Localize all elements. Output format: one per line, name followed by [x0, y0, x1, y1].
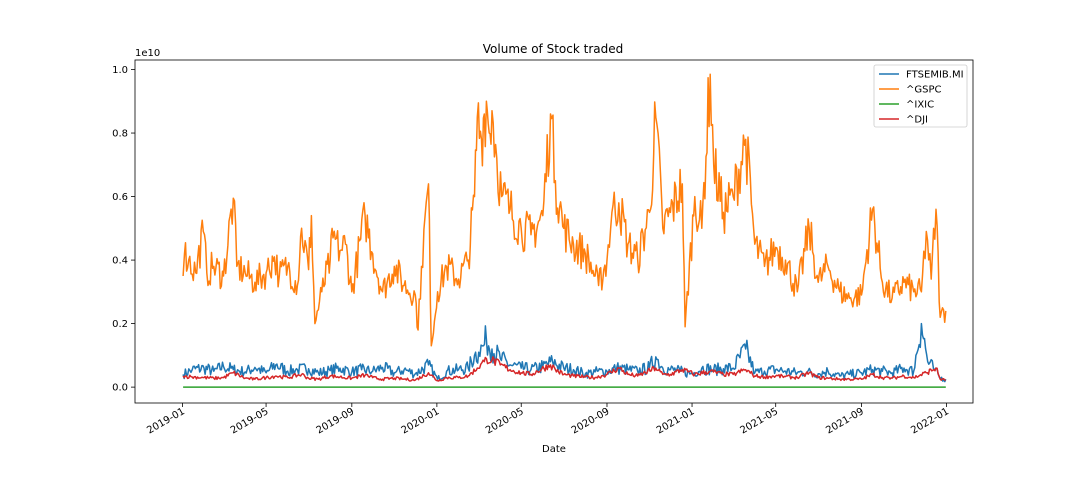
x-tick-label: 2021-05 [739, 406, 781, 436]
series-line-gspc [182, 73, 947, 347]
x-axis-title: Date [542, 444, 566, 455]
y-tick-label: 0.2 [112, 319, 128, 330]
legend-label: ^IXIC [906, 100, 934, 111]
x-tick-label: 2019-09 [315, 406, 357, 436]
x-tick-label: 2020-09 [570, 406, 612, 436]
x-tick-label: 2019-01 [145, 406, 187, 436]
x-axis: 2019-01 2019-05 2019-09 2020-01 2020-05 2020-… [145, 403, 951, 436]
x-tick-label: 2021-09 [824, 406, 866, 436]
plot-frame [134, 59, 974, 404]
x-tick-label: 2022-01 [909, 406, 951, 436]
x-tick-label: 2020-01 [400, 406, 442, 436]
x-tick-label: 2019-05 [229, 406, 271, 436]
series-line-dji [182, 356, 946, 382]
series-line-ftsemibmi [182, 322, 947, 383]
legend-label: FTSEMIB.MI [906, 70, 964, 81]
legend-label: ^DJI [906, 115, 928, 126]
y-offset-label: 1e10 [135, 48, 160, 59]
legend-box [873, 64, 968, 128]
plot-lines [182, 73, 947, 388]
chart-title: Volume of Stock traded [483, 42, 623, 56]
y-tick-label: 0.0 [112, 383, 128, 394]
y-axis: 0.0 0.2 0.4 0.6 0.8 1.0 [112, 65, 135, 394]
y-tick-label: 0.4 [112, 256, 128, 267]
x-tick-label: 2020-05 [484, 406, 526, 436]
y-tick-label: 1.0 [112, 65, 128, 76]
y-tick-label: 0.6 [112, 192, 128, 203]
y-tick-label: 0.8 [112, 129, 128, 140]
x-tick-label: 2021-01 [655, 406, 697, 436]
legend-label: ^GSPC [906, 85, 942, 96]
legend: FTSEMIB.MI ^GSPC ^IXIC ^DJI [873, 64, 968, 128]
